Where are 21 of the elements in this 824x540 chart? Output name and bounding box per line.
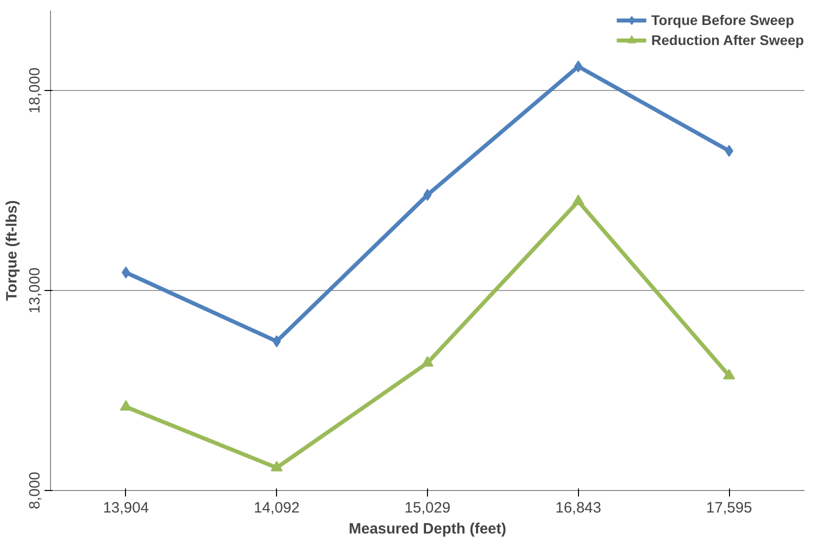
x-axis-title: Measured Depth (feet): [348, 520, 506, 538]
point: [270, 460, 283, 472]
y-tick-label: 8,000: [26, 472, 44, 510]
y-axis-title: Torque (ft-lbs): [4, 200, 20, 301]
point: [574, 60, 582, 72]
legend-label: Torque Before Sweep: [651, 12, 794, 28]
legend-label: Reduction After Sweep: [651, 32, 804, 48]
point: [724, 144, 734, 157]
x-tick-label: 15,029: [404, 500, 450, 516]
x-tick-label: 14,092: [254, 500, 300, 516]
point: [423, 188, 432, 201]
point: [120, 400, 132, 411]
point: [572, 194, 584, 205]
point: [723, 368, 736, 380]
y-tick-label: 18,000: [26, 68, 44, 114]
point: [422, 356, 434, 367]
y-tick-label: 13,000: [26, 268, 44, 314]
point: [122, 266, 130, 278]
x-tick-label: 13,904: [102, 500, 149, 516]
x-tick-label: 17,595: [706, 500, 752, 516]
x-tick-label: 16,843: [555, 500, 602, 516]
